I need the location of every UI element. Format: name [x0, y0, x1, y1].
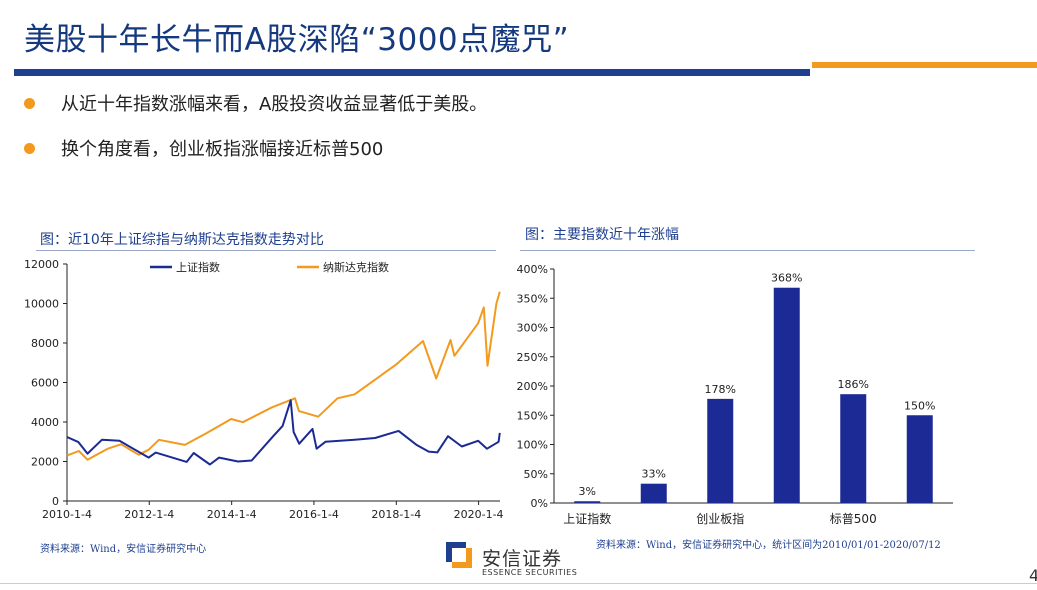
y-tick-label: 10000 [24, 298, 59, 311]
x-tick-label: 2016-1-4 [289, 508, 339, 521]
y-tick-label: 350% [517, 292, 548, 305]
legend-label-1: 纳斯达克指数 [323, 260, 389, 274]
y-tick-label: 2000 [31, 456, 59, 469]
bullet-point-2: 换个角度看，创业板指涨幅接近标普500 [24, 135, 383, 161]
bar-1 [640, 483, 667, 503]
bullet-text-2: 换个角度看，创业板指涨幅接近标普500 [61, 139, 384, 160]
y-tick-label: 200% [517, 380, 548, 393]
bar-value-label: 3% [579, 485, 596, 498]
page-number: 4 [1029, 566, 1037, 585]
y-tick-label: 400% [517, 263, 548, 276]
series-line-0 [66, 399, 501, 466]
company-logo: 安信证券 ESSENCE SECURITIES [444, 536, 584, 584]
bullet-dot-icon [24, 142, 35, 154]
x-tick-label: 2010-1-4 [42, 508, 92, 521]
y-tick-label: 4000 [31, 416, 59, 429]
left-chart-caption-rule [36, 250, 496, 251]
title-underline-blue [14, 69, 810, 76]
y-tick-label: 250% [517, 351, 548, 364]
x-tick-label: 创业板指 [696, 511, 744, 526]
left-chart-caption: 图：近10年上证综指与纳斯达克指数走势对比 [40, 232, 324, 248]
right-chart-caption-rule [520, 250, 975, 251]
x-tick-label: 上证指数 [563, 511, 611, 526]
right-chart-caption: 图：主要指数近十年涨幅 [525, 227, 679, 243]
left-chart-source: 资料来源：Wind，安信证券研究中心 [40, 544, 207, 555]
bar-value-label: 178% [705, 383, 736, 396]
y-tick-label: 50% [524, 468, 548, 481]
logo-name-en: ESSENCE SECURITIES [482, 568, 578, 577]
bullet-text-1: 从近十年指数涨幅来看，A股投资收益显著低于美股。 [61, 94, 488, 115]
series-line-1 [66, 291, 501, 461]
y-tick-label: 0 [52, 495, 59, 508]
title-underline-orange [812, 62, 1037, 68]
footer-rule [0, 583, 1037, 584]
bar-chart: 0% 50% 100% 150% 200% 250% 300% 350% 400% 3% 上证指数 3… [517, 263, 953, 526]
x-tick-label: 2018-1-4 [371, 508, 421, 521]
y-tick-label: 150% [517, 409, 548, 422]
y-tick-label: 12000 [24, 258, 59, 271]
y-tick-label: 6000 [31, 377, 59, 390]
bar-3 [773, 287, 800, 503]
logo-name-cn: 安信证券 [482, 548, 563, 570]
bullet-point-1: 从近十年指数涨幅来看，A股投资收益显著低于美股。 [24, 90, 487, 116]
x-tick-label: 2020-1-4 [454, 508, 504, 521]
bar-value-label: 150% [904, 399, 935, 412]
bar-value-label: 186% [838, 378, 869, 391]
bar-4 [840, 394, 867, 503]
x-tick-label: 2014-1-4 [207, 508, 257, 521]
essence-logo-icon [446, 542, 472, 568]
bar-value-label: 33% [642, 468, 666, 481]
bar-5 [906, 415, 933, 503]
legend-label-0: 上证指数 [176, 260, 220, 274]
y-tick-label: 0% [531, 497, 548, 510]
x-tick-label: 2012-1-4 [124, 508, 174, 521]
page-title: 美股十年长牛而A股深陷“3000点魔咒” [24, 22, 570, 58]
line-chart: 0 2000 4000 6000 8000 10000 12000 2010-1-4 2012-… [24, 258, 504, 521]
bar-value-label: 368% [771, 272, 802, 285]
bar-0 [574, 501, 601, 503]
y-tick-label: 100% [517, 439, 548, 452]
x-tick-label: 标普500 [830, 512, 877, 526]
bullet-dot-icon [24, 97, 35, 109]
y-tick-label: 300% [517, 322, 548, 335]
bar-2 [707, 398, 734, 503]
right-chart-source: 资料来源：Wind，安信证券研究中心，统计区间为2010/01/01-2020/… [596, 540, 941, 551]
y-tick-label: 8000 [31, 337, 59, 350]
